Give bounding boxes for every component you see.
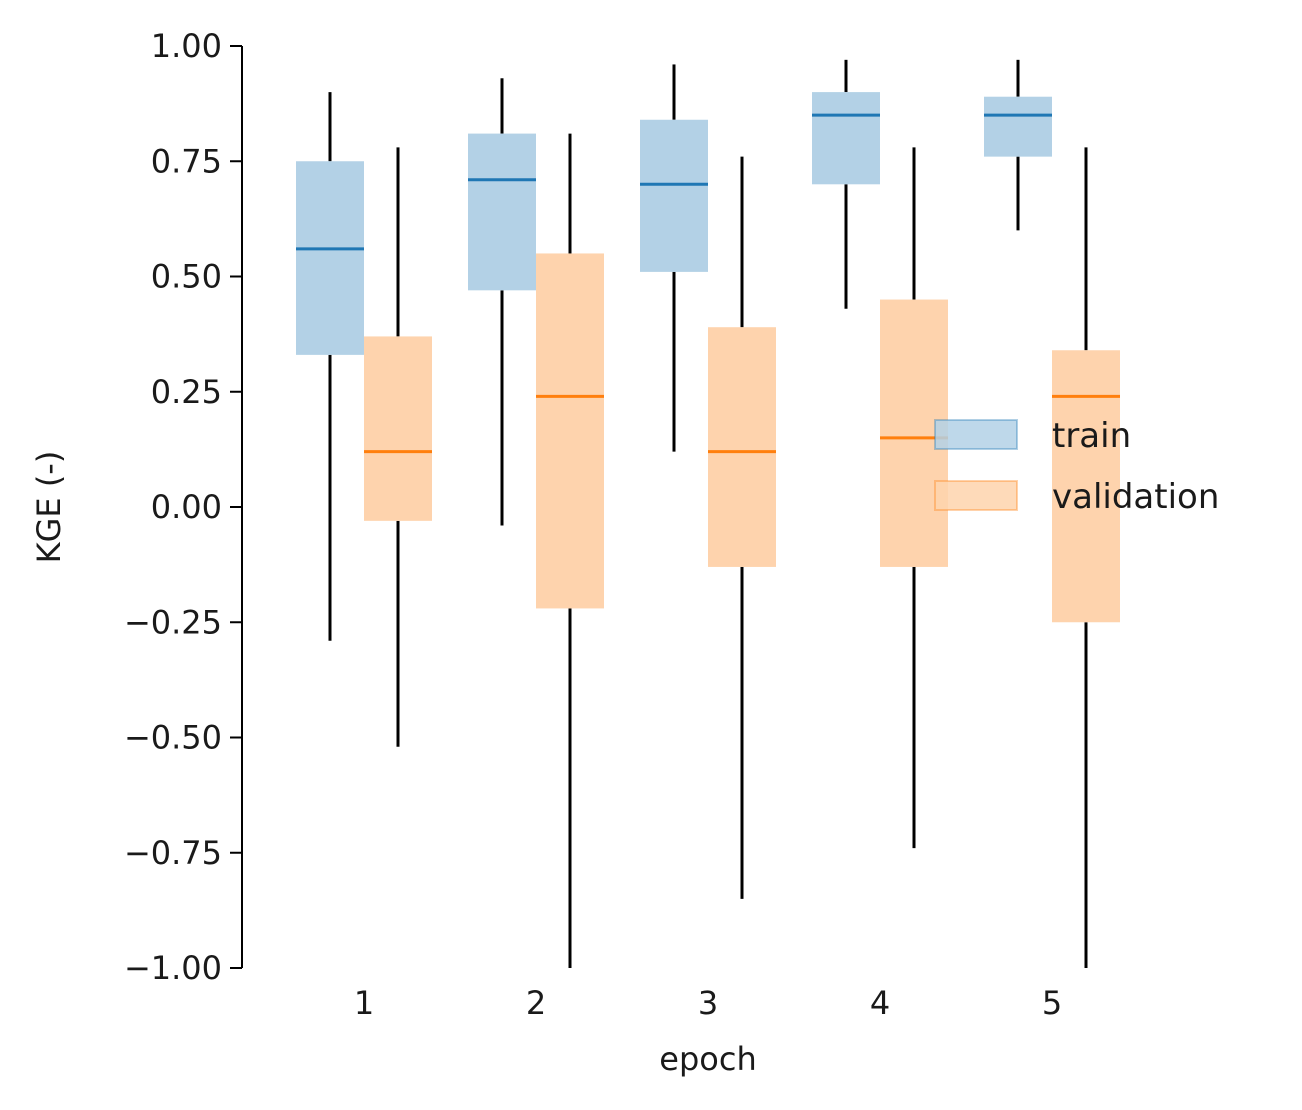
y-axis: −1.00 −0.75 −0.50 −0.25 0.00 0.25 0.50 0.75 1.00 [124, 27, 243, 987]
box-train-epoch-2 [468, 78, 536, 526]
legend-item-validation: validation [934, 477, 1219, 517]
box-iqr [364, 336, 432, 521]
legend-label: validation [1052, 477, 1219, 517]
legend-label: train [1052, 416, 1131, 456]
legend-swatch [934, 480, 1018, 511]
legend-item-train: train [934, 416, 1131, 456]
box-iqr [296, 161, 364, 355]
box-iqr [468, 133, 536, 291]
box-train-epoch-4 [812, 59, 880, 309]
box-iqr [640, 119, 708, 272]
box-iqr [536, 253, 604, 609]
legend-swatch [934, 419, 1018, 450]
box-train-epoch-3 [640, 64, 708, 452]
y-tick-label: −1.00 [124, 949, 222, 987]
x-axis: 1 2 3 4 5 [354, 984, 1062, 1022]
y-tick-label: −0.25 [124, 603, 222, 641]
box-iqr [812, 92, 880, 185]
x-axis-label: epoch [659, 1040, 756, 1078]
plot-area [296, 59, 1120, 968]
box-validation-epoch-5 [1052, 147, 1120, 968]
y-tick-label: −0.75 [124, 834, 222, 872]
y-tick-label: 0.75 [151, 142, 222, 180]
x-tick-label: 5 [1042, 984, 1062, 1022]
y-tick-label: 0.50 [151, 258, 222, 296]
y-tick-label: 0.00 [151, 488, 222, 526]
series-train [296, 59, 1052, 641]
box-validation-epoch-2 [536, 133, 604, 968]
y-tick-label: −0.50 [124, 719, 222, 757]
box-validation-epoch-3 [708, 156, 776, 899]
box-iqr [984, 96, 1052, 157]
box-validation-epoch-1 [364, 147, 432, 747]
y-tick-label: 1.00 [151, 27, 222, 65]
x-tick-label: 4 [870, 984, 890, 1022]
y-axis-label: KGE (-) [30, 451, 68, 564]
box-iqr [708, 327, 776, 567]
x-tick-label: 3 [698, 984, 718, 1022]
x-tick-label: 2 [526, 984, 546, 1022]
box-train-epoch-5 [984, 59, 1052, 231]
legend: train validation [934, 416, 1219, 517]
y-tick-label: 0.25 [151, 373, 222, 411]
box-train-epoch-1 [296, 92, 364, 641]
series-validation [364, 133, 1120, 968]
x-tick-label: 1 [354, 984, 374, 1022]
